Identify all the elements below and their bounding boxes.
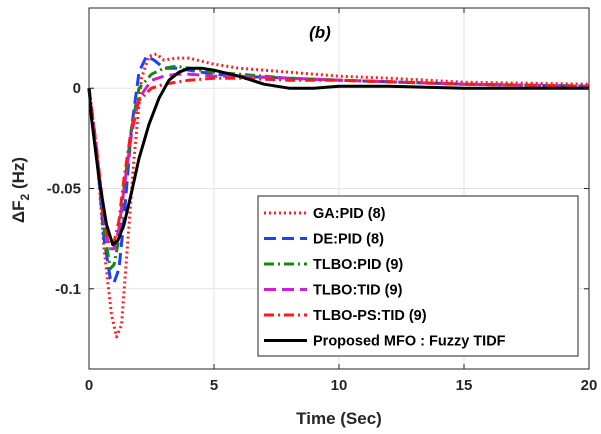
x-tick-label: 0 — [85, 377, 93, 394]
series-line-1 — [87, 52, 590, 339]
legend-label-5: TLBO-PS:TID (9) — [313, 308, 427, 324]
legend-box — [257, 195, 579, 357]
y-axis-label-unit: (Hz) — [9, 157, 28, 194]
y-axis-label-main: ΔF — [9, 200, 28, 223]
y-tick-label: 0 — [73, 80, 81, 97]
ticks-group: 0 5 10 15 20 0 -0.05 -0.1 — [47, 8, 598, 394]
legend-label-4: TLBO:TID (9) — [313, 283, 403, 299]
x-tick-label: 20 — [581, 377, 598, 394]
y-tick-label: -0.1 — [55, 281, 81, 298]
series-line-6 — [87, 66, 589, 247]
series-group — [87, 52, 590, 339]
x-tick-label: 15 — [456, 377, 473, 394]
y-axis-label: ΔF2 (Hz) — [9, 157, 32, 223]
legend: GA:PID (8) DE:PID (8) TLBO:PID (9) TLBO:TID… — [257, 195, 579, 357]
x-tick-label: 10 — [331, 377, 348, 394]
annotation: (b) — [309, 23, 331, 42]
series-line-4 — [87, 72, 590, 251]
y-tick-label: -0.05 — [47, 181, 81, 198]
series-line-5 — [87, 76, 590, 247]
legend-label-1: GA:PID (8) — [313, 206, 386, 222]
x-axis-label: Time (Sec) — [296, 409, 382, 428]
legend-label-2: DE:PID (8) — [313, 232, 384, 248]
legend-label-6: Proposed MFO : Fuzzy TIDF — [313, 334, 506, 350]
y-axis-label-sub: 2 — [18, 193, 32, 200]
x-tick-label: 5 — [210, 377, 218, 394]
legend-label-3: TLBO:PID (9) — [313, 257, 403, 273]
